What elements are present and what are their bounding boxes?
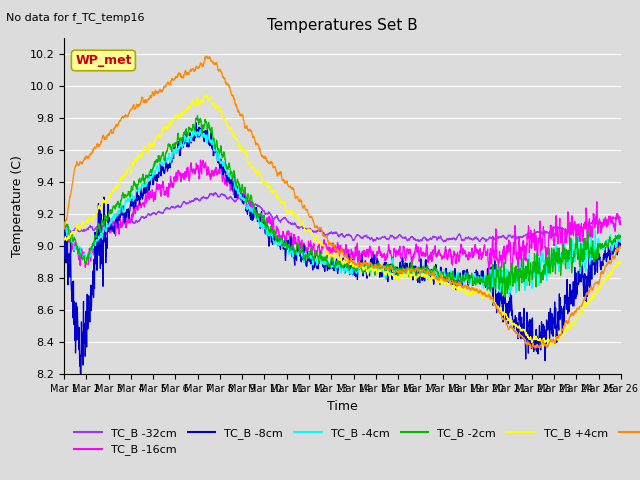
TC_B +4cm [124,166,131,172]
TC_B -16cm [298,237,306,243]
TC_B -4cm [157,155,164,161]
TC_B +4cm [546,343,554,349]
TC_B -2cm [501,294,509,300]
Text: No data for f_TC_temp16: No data for f_TC_temp16 [6,12,145,23]
TC_B -32cm [274,216,282,222]
Text: WP_met: WP_met [75,54,132,67]
TC_B -32cm [606,216,614,221]
TC_B -16cm [617,220,625,226]
TC_B -4cm [60,219,68,225]
TC_B +8cm [157,87,164,93]
TC_B +8cm [60,226,68,232]
Title: Temperatures Set B: Temperatures Set B [267,18,418,33]
TC_B +8cm [274,172,282,178]
TC_B +8cm [124,113,131,119]
TC_B -2cm [547,271,554,276]
TC_B -8cm [77,400,84,406]
Line: TC_B -8cm: TC_B -8cm [64,123,621,403]
TC_B -32cm [440,239,447,245]
TC_B +8cm [617,244,625,250]
TC_B +4cm [606,271,614,276]
TC_B -4cm [196,127,204,132]
Line: TC_B -4cm: TC_B -4cm [64,130,621,297]
TC_B +4cm [60,236,68,242]
TC_B -8cm [547,308,554,313]
TC_B -2cm [124,192,131,198]
TC_B -32cm [157,210,164,216]
TC_B -32cm [60,228,68,234]
TC_B -2cm [60,223,68,228]
Line: TC_B +4cm: TC_B +4cm [64,95,621,346]
TC_B +8cm [606,260,614,265]
TC_B +8cm [547,337,554,343]
TC_B -2cm [194,113,202,119]
TC_B -32cm [617,215,625,221]
TC_B -8cm [606,255,614,261]
Legend: TC_B -32cm, TC_B -16cm, TC_B -8cm, TC_B -4cm, TC_B -2cm, TC_B +4cm, TC_B +8cm: TC_B -32cm, TC_B -16cm, TC_B -8cm, TC_B … [70,424,640,460]
TC_B -2cm [606,237,614,242]
TC_B -2cm [617,232,625,238]
TC_B -4cm [506,294,513,300]
TC_B -4cm [298,249,306,254]
TC_B -8cm [157,170,164,176]
TC_B +4cm [547,343,554,348]
TC_B -4cm [617,237,625,243]
Line: TC_B -16cm: TC_B -16cm [64,159,621,278]
TC_B -8cm [298,256,306,262]
Line: TC_B -2cm: TC_B -2cm [64,116,621,297]
TC_B +8cm [298,200,306,206]
TC_B +4cm [274,193,282,199]
TC_B +8cm [531,345,539,351]
TC_B +4cm [298,219,306,225]
TC_B -32cm [124,220,131,226]
TC_B -16cm [60,226,68,232]
TC_B +4cm [202,92,209,98]
TC_B -8cm [124,208,132,214]
TC_B -16cm [217,156,225,162]
TC_B -4cm [274,242,282,248]
TC_B -2cm [157,156,164,162]
TC_B -8cm [60,222,68,228]
TC_B -16cm [508,275,515,281]
TC_B -16cm [547,230,554,236]
TC_B -4cm [124,198,131,204]
TC_B -16cm [157,192,164,197]
X-axis label: Time: Time [327,400,358,413]
Y-axis label: Temperature (C): Temperature (C) [11,156,24,257]
TC_B -8cm [617,240,625,246]
TC_B +8cm [202,53,210,59]
TC_B -32cm [298,223,306,229]
TC_B -16cm [606,217,614,223]
Line: TC_B +8cm: TC_B +8cm [64,56,621,348]
TC_B +4cm [617,259,625,265]
TC_B -16cm [274,228,282,233]
Line: TC_B -32cm: TC_B -32cm [64,192,621,242]
TC_B -8cm [192,120,200,126]
TC_B -2cm [274,235,282,241]
TC_B -4cm [606,233,614,239]
TC_B -32cm [212,190,220,195]
TC_B -32cm [547,230,554,236]
TC_B -8cm [274,240,282,246]
TC_B +4cm [157,133,164,139]
TC_B -16cm [124,209,131,215]
TC_B -4cm [547,265,554,271]
TC_B -2cm [298,244,306,250]
